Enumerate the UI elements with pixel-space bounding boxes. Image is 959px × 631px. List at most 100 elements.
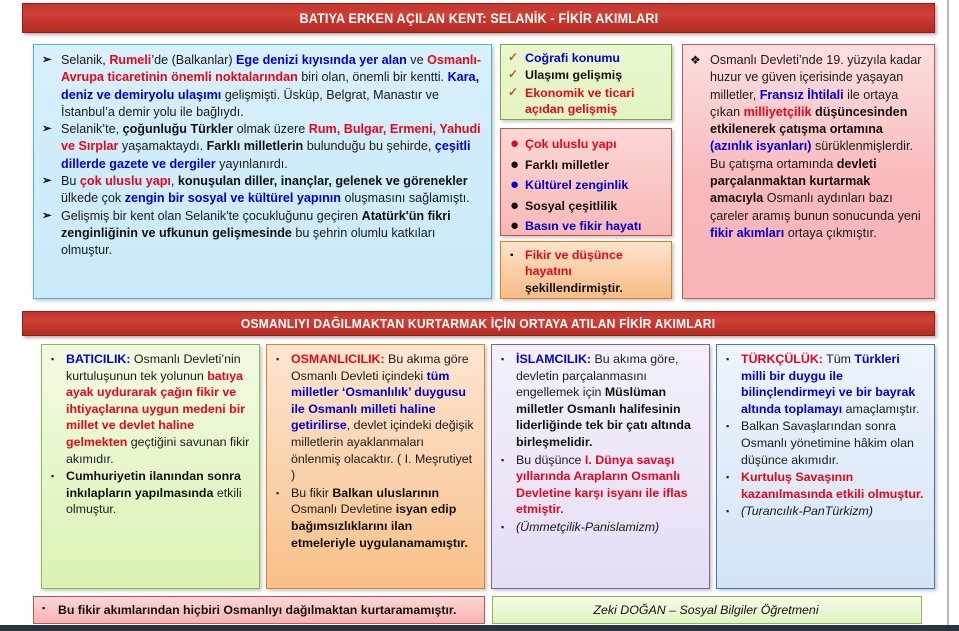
list-item-label-bold: şekillendirmiştir. [525,280,623,295]
check-icon: ✓ [508,84,519,99]
text-run: sürüklenmişlerdir. Bu çatışma ortamında [710,139,913,171]
ottoman-context-box: ❖ Osmanlı Devleti’nde 19. yüzyıla kadar … [682,44,935,299]
dot-bullet-icon: ● [510,135,520,152]
text-run: yayınlanırdı. [215,156,288,171]
text-run-bold: Cumhuriyetin ilanından sonra inkılapları… [66,469,241,500]
footer-conclusion-box: ▪ Bu fikir akımlarından hiçbiri Osmanlıy… [33,596,485,624]
text-run-blue: Ege denizi kıyısında yer alan [236,53,407,67]
list-item: ✓ Ekonomik ve ticari açıdan gelişmiş [506,85,665,118]
list-item-label: Coğrafi konumu [525,51,620,65]
text-run-blue: çeşitli dillerde gazete ve dergiler [61,139,471,171]
text-run: ’de (Balkanlar) [151,53,237,67]
idea-life-list: ▪ Fikir ve düşünce hayatını şekillendirm… [506,247,665,296]
text-run: , [170,174,178,189]
text-run-bold: isyan edip bağımsızlıklarını ilan etmele… [291,502,468,550]
list-item: ● Sosyal çeşitlilik [506,196,665,217]
selanik-paragraph-1: ➢ Selanik, Rumeli’de (Balkanlar) Ege den… [41,52,482,121]
dot-bullet-icon: ● [510,196,520,214]
footer-conclusion-text: Bu fikir akımlarından hiçbiri Osmanlıyı … [58,603,457,617]
column-title: TÜRKÇÜLÜK: [741,352,823,366]
square-bullet-icon: ▪ [501,521,505,532]
list-item: ▪ İSLAMCILIK: Bu akıma göre, devletin pa… [498,351,701,451]
square-bullet-icon: ▪ [510,250,514,261]
text-run-blue: (azınlık isyanları) [710,139,812,154]
middle-banner-title: OSMANLIYI DAĞILMAKTAN KURTARMAK İÇİN ORT… [22,311,935,336]
column-turkculuk: ▪ TÜRKÇÜLÜK: Tüm Türkleri milli bir duyg… [716,344,935,589]
middle-banner-text: OSMANLIYI DAĞILMAKTAN KURTARMAK İÇİN ORT… [241,316,716,331]
list-item: ● Farklı milletler [506,155,665,176]
list-item: ▪ Cumhuriyetin ilanından sonra inkılapla… [48,468,251,518]
list-item-label: Sosyal çeşitlilik [525,198,618,213]
baticilik-list: ▪ BATICILIK: Osmanlı Devleti’nin kurtulu… [48,351,251,518]
text-run-blue: fikir akımları [710,225,785,240]
text-run-bold: konuşulan diller, inançlar, gelenek ve g… [177,174,468,189]
list-item: ▪ BATICILIK: Osmanlı Devleti’nin kurtulu… [48,351,251,467]
text-run-red: I. Dünya savaşı yıllarında Arapların Osm… [516,452,688,517]
list-item: ● Çok uluslu yapı [506,134,665,155]
turkculuk-list: ▪ TÜRKÇÜLÜK: Tüm Türkleri milli bir duyg… [723,351,926,520]
list-item-label: Farklı milletler [525,157,610,172]
column-osmanlicilik: ▪ OSMANLICILIK: Bu akıma göre Osmanlı De… [266,344,485,589]
text-run: ülkede çok [61,191,125,206]
column-islamcilik: ▪ İSLAMCILIK: Bu akıma göre, devletin pa… [491,344,710,589]
text-run-red: Kurtuluş Savaşının kazanılmasında etkili… [741,470,924,501]
list-item: ▪ Balkan Savaşlarından sonra Osmanlı yön… [723,418,926,468]
text-run-blue: Kara, deniz ve demiryolu ulaşımı [61,70,480,102]
list-item-label: Ekonomik ve ticari açıdan gelişmiş [525,85,635,117]
text-run-red: çok uluslu yapı [79,174,171,189]
text-run: ile ortaya çıkan [710,87,899,119]
text-run-blue: zengin bir sosyal ve kültürel yapının [124,191,341,206]
text-run: etkili olmuştur. [66,485,242,517]
text-run: , devlet içindeki değişik milletlerin ay… [291,418,474,483]
footer-credit-text: Zeki DOĞAN – Sosyal Bilgiler Öğretmeni [593,603,819,617]
arrow-bullet-icon: ➢ [42,54,52,66]
text-run: Tüm [822,352,855,366]
dot-bullet-icon: ● [510,155,520,173]
text-run: Bu düşünce [516,452,585,467]
page-bottom-band [0,625,959,631]
text-run: Selanik’te, [61,122,123,137]
square-bullet-icon: ▪ [726,354,730,364]
list-item: ▪ TÜRKÇÜLÜK: Tüm Türkleri milli bir duyg… [723,351,926,417]
arrow-bullet-icon: ➢ [42,175,52,188]
text-run: bulunduğu bu şehirde, [303,139,435,154]
list-item: ▪ Fikir ve düşünce hayatını şekillendirm… [506,247,665,296]
text-run-red: milliyetçilik [743,104,812,119]
text-run: gelişmişti. Üsküp, Belgrat, Manastır ve … [61,87,439,119]
text-run-italic: (Ümmetçilik-Panislamizm) [516,519,660,534]
idea-life-box: ▪ Fikir ve düşünce hayatını şekillendirm… [500,241,672,299]
text-run: Bu akıma göre Osmanlı Devleti içindeki [291,352,469,383]
list-item-label-red: Fikir ve düşünce hayatını [525,248,623,279]
text-run-bold: Atatürk'ün fikri zenginliğinin ve ufkunu… [61,208,451,240]
text-run-italic: (Turancılık-PanTürkizm) [741,504,873,519]
square-bullet-icon: ▪ [726,472,730,483]
selanik-results-box: ● Çok uluslu yapı ● Farklı milletler ● K… [500,128,672,236]
check-icon: ✓ [508,50,519,64]
text-run-blue: Türkleri milli bir duygu ile bilinçlendi… [741,352,916,416]
text-run: Osmanlı Devleti’nin kurtuluşunun tek yol… [66,352,241,383]
text-run: amaçlamıştır. [842,401,920,416]
list-item: ▪ OSMANLICILIK: Bu akıma göre Osmanlı De… [273,351,476,484]
list-item: ▪ (Ümmetçilik-Panislamizm) [498,519,701,536]
text-run-red: Osmanlı-Avrupa ticaretinin önemli noktal… [61,53,482,85]
square-bullet-icon: ▪ [726,421,730,432]
text-run-red: batıya ayak uydurarak çağın fikir ve iht… [66,368,246,449]
text-run-bold: düşüncesinden etkilenerek çatışma ortamı… [710,104,908,137]
text-run-bold: Farklı milletlerin [206,139,304,154]
text-run-bold: Müslüman milletler Osmanlı halifesinin l… [516,385,691,449]
selanik-paragraph-2: ➢ Selanik’te, çoğunluğu Türkler olmak üz… [41,121,482,173]
selanik-info-box: ➢ Selanik, Rumeli’de (Balkanlar) Ege den… [33,44,492,299]
ottoman-paragraph: ❖ Osmanlı Devleti’nde 19. yüzyıla kadar … [690,52,925,242]
text-run-bold: devleti parçalanmaktan kurtarmak amacıyl… [710,156,877,206]
features-list: ✓ Coğrafi konumu ✓ Ulaşımı gelişmiş ✓ Ek… [506,50,665,118]
text-run: bu şehrin olumlu katkıları olmuştur. [61,225,436,258]
top-banner-title: BATIYA ERKEN AÇILAN KENT: SELANİK - FİKİ… [22,3,935,33]
list-item: ✓ Coğrafi konumu [506,50,665,66]
selanik-paragraph-3: ➢ Bu çok uluslu yapı, konuşulan diller, … [41,173,482,208]
text-run-bold: çoğunluğu Türkler [122,122,234,137]
list-item: ▪ (Turancılık-PanTürkizm) [723,503,926,520]
square-bullet-icon: ▪ [51,471,55,482]
column-title: OSMANLICILIK: [291,352,385,366]
column-title: İSLAMCILIK: [516,352,592,366]
text-run: Selanik, [61,53,110,67]
